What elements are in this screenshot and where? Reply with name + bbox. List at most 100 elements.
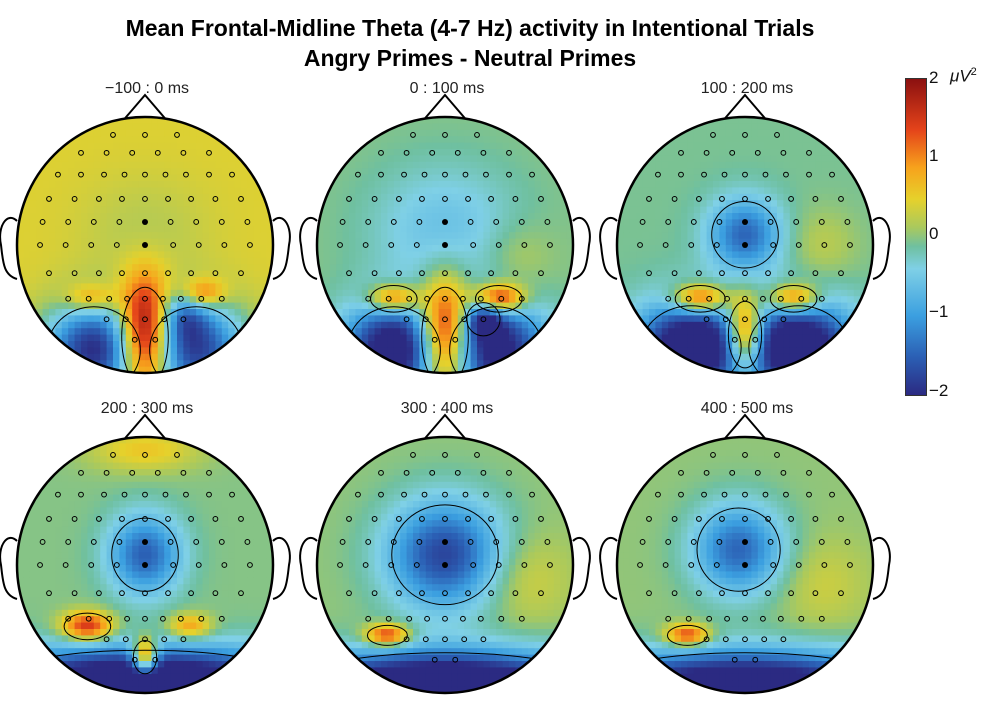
electrode-marker bbox=[371, 196, 378, 202]
electrode-marker bbox=[665, 219, 672, 225]
electrode-marker bbox=[480, 636, 487, 643]
electrode-marker bbox=[710, 452, 716, 458]
electrode-marker bbox=[55, 171, 61, 178]
electrode-marker bbox=[62, 242, 69, 248]
electrode-marker bbox=[474, 452, 480, 458]
electrode-marker bbox=[671, 196, 678, 202]
electrode-marker bbox=[424, 295, 430, 302]
electrode-marker bbox=[101, 171, 107, 178]
electrode-marker bbox=[124, 615, 130, 622]
contour-line bbox=[421, 286, 469, 373]
electrode-marker bbox=[538, 516, 544, 522]
electrode-marker bbox=[498, 295, 505, 302]
colorbar-unit-label: μV2 bbox=[950, 66, 977, 86]
electrode-marker bbox=[703, 469, 710, 476]
electrode-marker bbox=[218, 615, 225, 622]
electrode-marker bbox=[495, 242, 502, 248]
electrode-marker bbox=[646, 590, 652, 597]
electrode-marker bbox=[770, 562, 777, 568]
electrode-marker bbox=[788, 590, 794, 597]
electrode-marker bbox=[838, 196, 844, 202]
electrode-marker bbox=[96, 270, 102, 277]
electrode-marker bbox=[742, 516, 748, 522]
electrode-marker bbox=[838, 590, 844, 597]
electrode-marker bbox=[762, 171, 769, 178]
electrode-marker bbox=[410, 132, 416, 138]
electrode-marker bbox=[646, 270, 652, 277]
electrode-marker bbox=[465, 516, 471, 522]
nose bbox=[420, 413, 470, 444]
electrode-marker bbox=[488, 196, 494, 202]
electrode-marker bbox=[403, 149, 410, 156]
electrode-marker bbox=[665, 295, 672, 302]
electrode-marker bbox=[722, 636, 729, 643]
electrode-marker bbox=[483, 171, 489, 178]
electrode-marker bbox=[696, 270, 702, 277]
electrode-marker bbox=[465, 196, 471, 202]
highlighted-electrode bbox=[142, 242, 148, 248]
electrode-marker bbox=[339, 539, 346, 545]
electrode-marker bbox=[742, 295, 748, 302]
electrode-marker bbox=[729, 469, 736, 476]
contour-line bbox=[317, 652, 573, 693]
contour-line bbox=[111, 517, 179, 592]
electrode-marker bbox=[188, 590, 194, 597]
electrode-marker bbox=[506, 149, 512, 156]
electrode-marker bbox=[152, 656, 159, 663]
electrode-marker bbox=[798, 295, 805, 302]
right-ear bbox=[872, 537, 891, 600]
electrode-marker bbox=[174, 132, 180, 138]
highlighted-electrode bbox=[442, 218, 448, 225]
electrode-marker bbox=[752, 656, 759, 663]
electrode-marker bbox=[821, 562, 828, 568]
electrode-marker bbox=[346, 590, 352, 597]
highlighted-electrode bbox=[442, 242, 448, 248]
electrode-marker bbox=[821, 242, 828, 248]
left-ear bbox=[299, 217, 318, 280]
electrode-marker bbox=[452, 656, 459, 663]
electrode-marker bbox=[703, 149, 710, 156]
electrode-marker bbox=[829, 491, 835, 498]
highlighted-electrode bbox=[742, 562, 748, 568]
heatmap-surface bbox=[17, 117, 273, 373]
electrode-marker bbox=[142, 615, 148, 622]
highlighted-electrode bbox=[142, 538, 148, 545]
electrode-marker bbox=[71, 516, 78, 522]
electrode-marker bbox=[442, 590, 448, 597]
electrode-marker bbox=[195, 562, 202, 568]
electrode-marker bbox=[477, 295, 484, 302]
heatmap-surface bbox=[617, 437, 873, 693]
electrode-marker bbox=[422, 636, 429, 643]
electrode-marker bbox=[780, 469, 787, 476]
electrode-marker bbox=[422, 316, 429, 323]
electrode-marker bbox=[46, 516, 52, 522]
electrode-marker bbox=[678, 149, 684, 156]
electrode-marker bbox=[829, 171, 835, 178]
colorbar-tick-label: 2 bbox=[929, 68, 939, 87]
electrode-marker bbox=[521, 242, 528, 248]
electrode-marker bbox=[62, 562, 69, 568]
electrode-marker bbox=[183, 491, 189, 498]
electrode-marker bbox=[183, 171, 189, 178]
electrode-marker bbox=[665, 615, 672, 622]
electrode-marker bbox=[678, 469, 684, 476]
electrode-marker bbox=[780, 636, 787, 643]
electrode-marker bbox=[442, 295, 448, 302]
electrode-marker bbox=[131, 336, 138, 343]
electrode-marker bbox=[212, 270, 219, 277]
electrode-marker bbox=[390, 219, 397, 225]
electrode-marker bbox=[742, 171, 748, 178]
electrode-marker bbox=[65, 615, 72, 622]
electrode-marker bbox=[346, 516, 352, 522]
electrode-marker bbox=[765, 270, 771, 277]
electrode-marker bbox=[729, 149, 736, 156]
electrode-marker bbox=[113, 242, 120, 248]
electrode-marker bbox=[121, 171, 128, 178]
electrode-marker bbox=[696, 590, 702, 597]
electrode-marker bbox=[777, 615, 784, 622]
electrode-marker bbox=[218, 295, 225, 302]
electrode-marker bbox=[429, 469, 436, 476]
electrode-marker bbox=[690, 219, 697, 225]
electrode-marker bbox=[713, 242, 720, 248]
electrode-marker bbox=[477, 615, 484, 622]
